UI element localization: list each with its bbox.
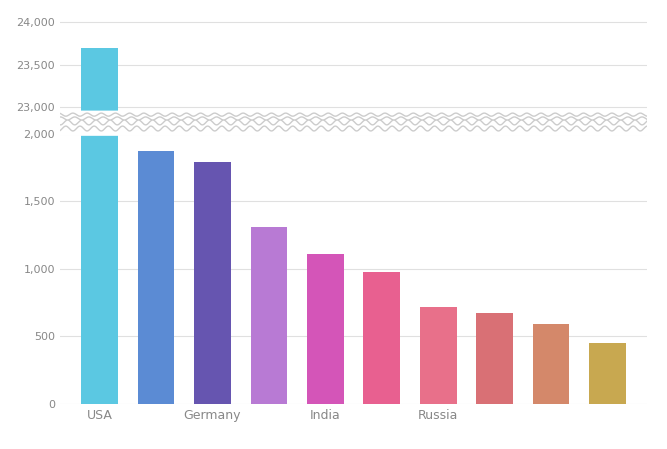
Bar — [589, 343, 626, 404]
Bar — [137, 151, 174, 404]
Bar — [81, 0, 118, 404]
Bar — [476, 313, 513, 404]
Bar — [533, 324, 570, 404]
Bar — [364, 272, 400, 404]
Bar — [194, 162, 231, 404]
Bar — [81, 48, 118, 449]
Bar — [420, 307, 456, 404]
Bar — [307, 254, 344, 404]
Bar — [251, 227, 287, 404]
